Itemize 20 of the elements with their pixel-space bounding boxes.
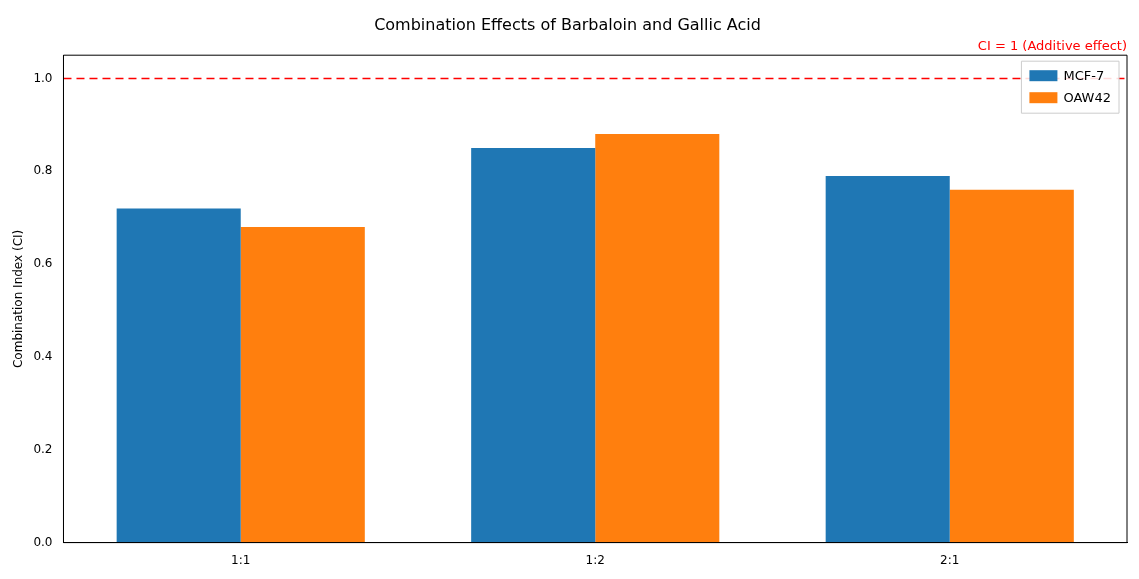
y-tick-label: 0.0 [33, 534, 53, 549]
x-tick-label: 1:2 [585, 552, 605, 567]
legend-label: OAW42 [1063, 89, 1112, 105]
bar [949, 189, 1074, 543]
y-axis-title: Combination Index (CI) [11, 229, 26, 369]
legend-label: MCF-7 [1063, 67, 1105, 83]
bar [116, 208, 241, 543]
chart-title: Combination Effects of Barbaloin and Gallic Acid [374, 14, 761, 34]
bar [825, 175, 950, 543]
y-tick-label: 1.0 [33, 70, 53, 85]
x-tick-label: 2:1 [940, 552, 960, 567]
ref-line-label: CI = 1 (Additive effect) [977, 38, 1127, 54]
y-tick-label: 0.2 [33, 441, 53, 456]
y-tick-label: 0.4 [33, 349, 53, 364]
x-tick-label: 1:1 [231, 552, 251, 567]
y-tick-label: 0.6 [33, 256, 53, 271]
bar [471, 148, 596, 543]
bar [240, 226, 365, 543]
y-tick-label: 0.8 [33, 163, 53, 178]
bar [595, 134, 720, 543]
